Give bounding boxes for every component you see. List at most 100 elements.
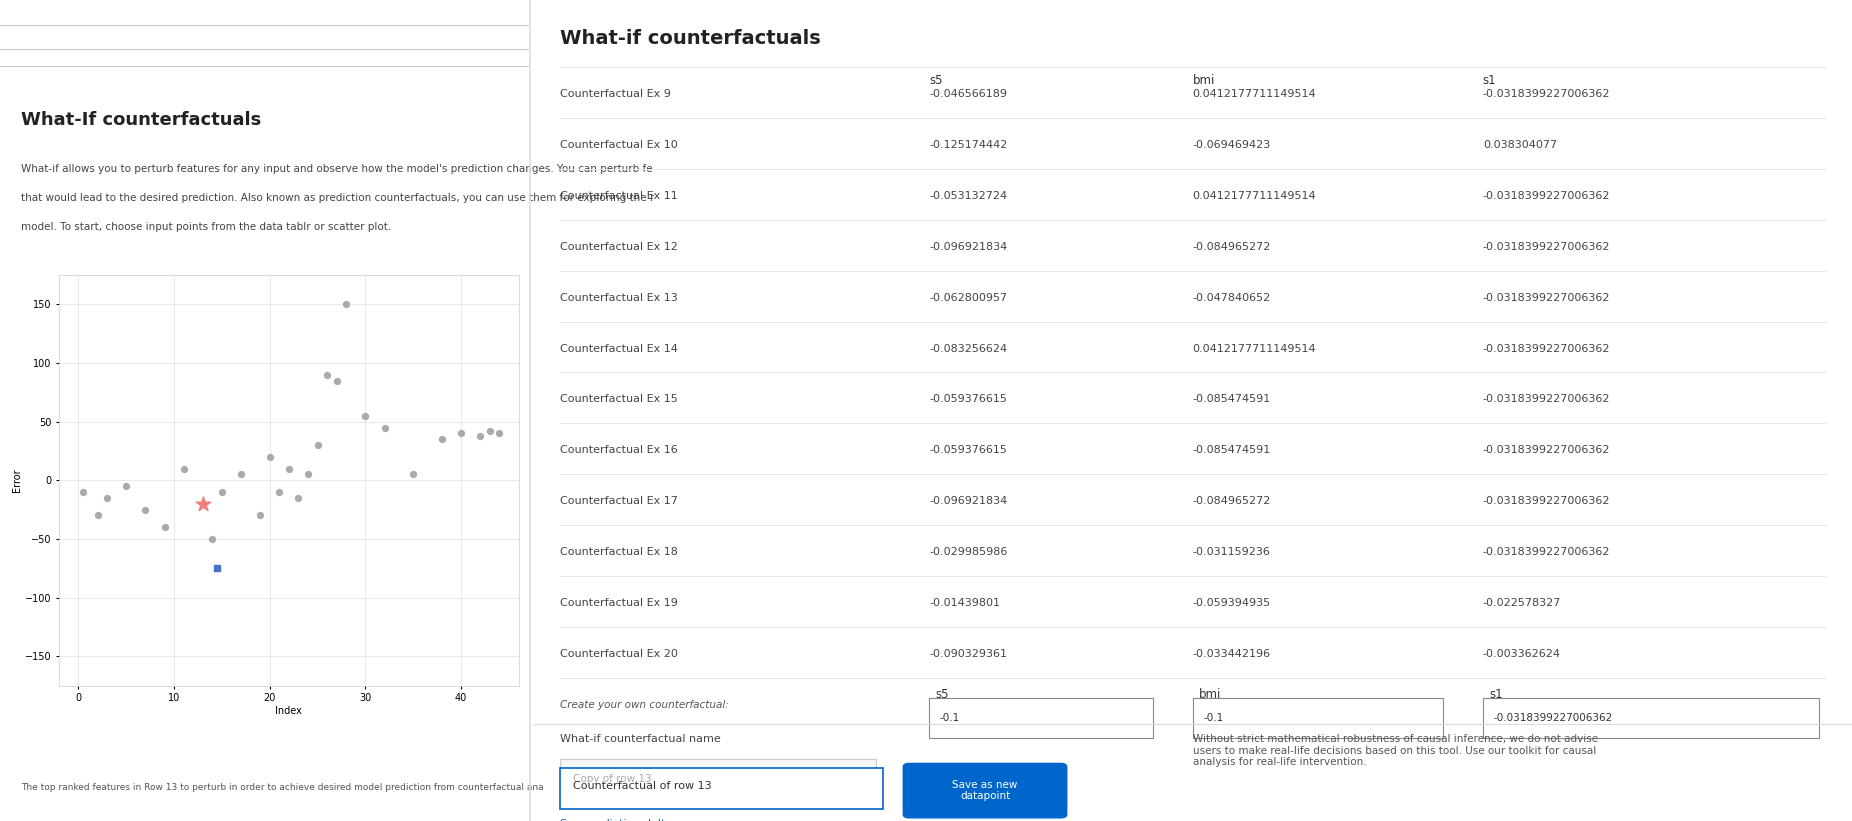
FancyBboxPatch shape <box>902 763 1067 819</box>
Text: Counterfactual Ex 14: Counterfactual Ex 14 <box>559 343 678 354</box>
Text: -0.059376615: -0.059376615 <box>930 394 1007 405</box>
Text: See prediction deltas: See prediction deltas <box>559 819 678 821</box>
Text: Counterfactual Ex 20: Counterfactual Ex 20 <box>559 649 678 659</box>
Text: 0.038304077: 0.038304077 <box>1483 140 1558 150</box>
Text: -0.0318399227006362: -0.0318399227006362 <box>1483 190 1609 201</box>
Text: -0.033442196: -0.033442196 <box>1193 649 1270 659</box>
Text: -0.059394935: -0.059394935 <box>1193 598 1270 608</box>
Text: -0.047840652: -0.047840652 <box>1193 292 1270 303</box>
Point <box>69 485 98 498</box>
Point <box>485 427 515 440</box>
Text: -0.084965272: -0.084965272 <box>1193 241 1270 252</box>
Point <box>207 485 237 498</box>
Point <box>256 450 285 463</box>
FancyBboxPatch shape <box>1193 698 1443 737</box>
Text: -0.096921834: -0.096921834 <box>930 241 1007 252</box>
Text: Counterfactual Ex 13: Counterfactual Ex 13 <box>559 292 678 303</box>
Text: Save as new
datapoint: Save as new datapoint <box>952 780 1019 801</box>
Text: model. To start, choose input points from the data tablr or scatter plot.: model. To start, choose input points fro… <box>20 222 391 232</box>
Text: -0.0318399227006362: -0.0318399227006362 <box>1483 496 1609 507</box>
Point <box>265 485 294 498</box>
Point <box>130 503 161 516</box>
Text: 0.0412177711149514: 0.0412177711149514 <box>1193 89 1317 99</box>
Text: -0.0318399227006362: -0.0318399227006362 <box>1483 343 1609 354</box>
Point <box>169 462 198 475</box>
Text: -0.1: -0.1 <box>939 713 959 723</box>
Point <box>446 427 476 440</box>
Text: s5: s5 <box>935 688 948 700</box>
Text: Counterfactual Ex 9: Counterfactual Ex 9 <box>559 89 670 99</box>
Text: -0.0318399227006362: -0.0318399227006362 <box>1483 445 1609 456</box>
Text: What-if counterfactual name: What-if counterfactual name <box>559 734 720 744</box>
Text: -0.083256624: -0.083256624 <box>930 343 1007 354</box>
Y-axis label: Error: Error <box>13 469 22 492</box>
Text: -0.1: -0.1 <box>1204 713 1224 723</box>
Text: Counterfactual Ex 18: Counterfactual Ex 18 <box>559 547 678 557</box>
Text: -0.01439801: -0.01439801 <box>930 598 1000 608</box>
Text: -0.0318399227006362: -0.0318399227006362 <box>1483 292 1609 303</box>
Point <box>111 479 141 493</box>
Text: -0.069469423: -0.069469423 <box>1193 140 1270 150</box>
Point <box>189 498 219 511</box>
Text: -0.0318399227006362: -0.0318399227006362 <box>1493 713 1613 723</box>
Point <box>313 368 343 381</box>
Text: Without strict mathematical robustness of causal inference, we do not advise
use: Without strict mathematical robustness o… <box>1193 734 1598 767</box>
FancyBboxPatch shape <box>559 768 883 809</box>
Text: -0.0318399227006362: -0.0318399227006362 <box>1483 241 1609 252</box>
Text: -0.085474591: -0.085474591 <box>1193 394 1270 405</box>
Text: Counterfactual Ex 15: Counterfactual Ex 15 <box>559 394 678 405</box>
Text: -0.084965272: -0.084965272 <box>1193 496 1270 507</box>
Point <box>465 429 494 443</box>
FancyBboxPatch shape <box>1483 698 1819 737</box>
Text: -0.053132724: -0.053132724 <box>930 190 1007 201</box>
Point <box>150 521 180 534</box>
Text: -0.031159236: -0.031159236 <box>1193 547 1270 557</box>
Text: Counterfactual Ex 19: Counterfactual Ex 19 <box>559 598 678 608</box>
Text: -0.046566189: -0.046566189 <box>930 89 1007 99</box>
Point <box>93 491 122 504</box>
Point <box>304 438 333 452</box>
Text: Counterfactual Ex 10: Counterfactual Ex 10 <box>559 140 678 150</box>
Text: Counterfactual Ex 17: Counterfactual Ex 17 <box>559 496 678 507</box>
Text: Counterfactual Ex 16: Counterfactual Ex 16 <box>559 445 678 456</box>
Text: 0.0412177711149514: 0.0412177711149514 <box>1193 343 1317 354</box>
Text: s1: s1 <box>1483 74 1496 87</box>
Text: What-if allows you to perturb features for any input and observe how the model's: What-if allows you to perturb features f… <box>20 164 652 174</box>
Text: -0.090329361: -0.090329361 <box>930 649 1007 659</box>
Text: -0.125174442: -0.125174442 <box>930 140 1007 150</box>
Text: -0.0318399227006362: -0.0318399227006362 <box>1483 547 1609 557</box>
Point <box>322 374 352 388</box>
Point <box>293 468 322 481</box>
Text: Counterfactual Ex 11: Counterfactual Ex 11 <box>559 190 678 201</box>
Text: bmi: bmi <box>1193 74 1215 87</box>
Text: -0.096921834: -0.096921834 <box>930 496 1007 507</box>
Text: The top ranked features in Row 13 to perturb in order to achieve desired model p: The top ranked features in Row 13 to per… <box>20 783 544 792</box>
Point <box>370 421 400 434</box>
Point <box>274 462 304 475</box>
Point <box>428 433 457 446</box>
Point <box>398 468 428 481</box>
Text: -0.0318399227006362: -0.0318399227006362 <box>1483 89 1609 99</box>
Point <box>474 424 504 438</box>
Text: s5: s5 <box>930 74 943 87</box>
Text: -0.062800957: -0.062800957 <box>930 292 1007 303</box>
X-axis label: Index: Index <box>276 706 302 716</box>
Text: -0.029985986: -0.029985986 <box>930 547 1007 557</box>
Text: 0.0412177711149514: 0.0412177711149514 <box>1193 190 1317 201</box>
Text: Counterfactual Ex 12: Counterfactual Ex 12 <box>559 241 678 252</box>
Point <box>83 509 113 522</box>
Point <box>350 409 380 422</box>
Text: -0.003362624: -0.003362624 <box>1483 649 1561 659</box>
Point <box>283 491 313 504</box>
Text: -0.022578327: -0.022578327 <box>1483 598 1561 608</box>
Text: Create your own counterfactual:: Create your own counterfactual: <box>559 699 728 710</box>
Text: -0.059376615: -0.059376615 <box>930 445 1007 456</box>
Text: -0.085474591: -0.085474591 <box>1193 445 1270 456</box>
FancyBboxPatch shape <box>930 698 1154 737</box>
Text: s1: s1 <box>1489 688 1504 700</box>
Text: Copy of row 13: Copy of row 13 <box>572 773 652 784</box>
Point <box>198 532 228 545</box>
Text: that would lead to the desired prediction. Also known as prediction counterfactu: that would lead to the desired predictio… <box>20 193 654 203</box>
Text: Counterfactual of row 13: Counterfactual of row 13 <box>572 781 711 791</box>
Point <box>202 562 232 575</box>
